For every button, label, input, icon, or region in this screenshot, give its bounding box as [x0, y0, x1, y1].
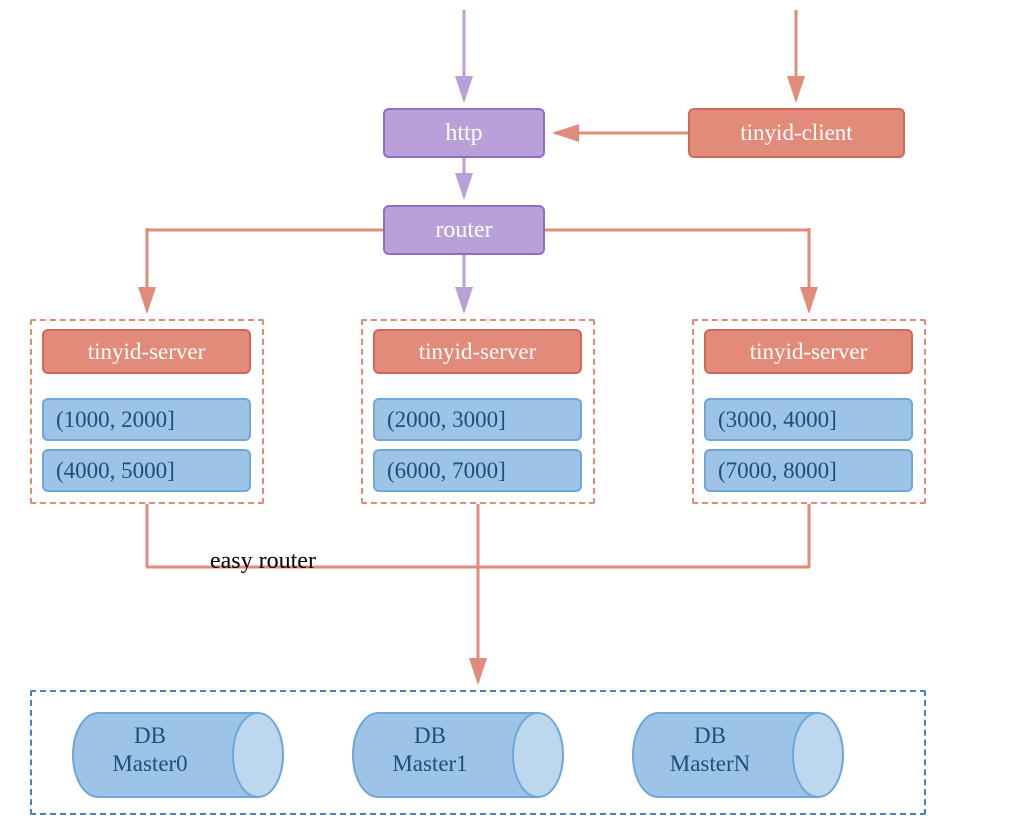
range-2-2-label: (6000, 7000]: [387, 458, 506, 484]
db-1-text: DB Master0: [75, 722, 225, 777]
range-3-1: (3000, 4000]: [704, 398, 913, 441]
range-3-1-label: (3000, 4000]: [718, 407, 837, 433]
db-1-line1: DB: [134, 723, 166, 748]
range-1-2: (4000, 5000]: [42, 449, 251, 492]
db-2-line1: DB: [414, 723, 446, 748]
range-3-2: (7000, 8000]: [704, 449, 913, 492]
server-3: tinyid-server: [704, 329, 913, 374]
range-2-2: (6000, 7000]: [373, 449, 582, 492]
server-1-label: tinyid-server: [88, 339, 206, 365]
router-label: router: [435, 217, 492, 244]
db-3-line1: DB: [694, 723, 726, 748]
diagram-container: http router tinyid-client tinyid-server …: [0, 0, 1016, 836]
range-3-2-label: (7000, 8000]: [718, 458, 837, 484]
client-label: tinyid-client: [740, 120, 852, 146]
http-label: http: [445, 120, 482, 147]
server-3-label: tinyid-server: [750, 339, 868, 365]
db-3-line2: MasterN: [670, 751, 750, 776]
client-node: tinyid-client: [688, 108, 905, 158]
range-1-1: (1000, 2000]: [42, 398, 251, 441]
server-1: tinyid-server: [42, 329, 251, 374]
db-1-line2: Master0: [112, 751, 187, 776]
range-1-2-label: (4000, 5000]: [56, 458, 175, 484]
db-2-text: DB Master1: [355, 722, 505, 777]
server-2: tinyid-server: [373, 329, 582, 374]
db-2-line2: Master1: [392, 751, 467, 776]
router-node: router: [383, 205, 545, 255]
easy-router-label: easy router: [210, 548, 316, 575]
http-node: http: [383, 108, 545, 158]
server-2-label: tinyid-server: [419, 339, 537, 365]
db-3-text: DB MasterN: [635, 722, 785, 777]
range-2-1: (2000, 3000]: [373, 398, 582, 441]
range-1-1-label: (1000, 2000]: [56, 407, 175, 433]
range-2-1-label: (2000, 3000]: [387, 407, 506, 433]
